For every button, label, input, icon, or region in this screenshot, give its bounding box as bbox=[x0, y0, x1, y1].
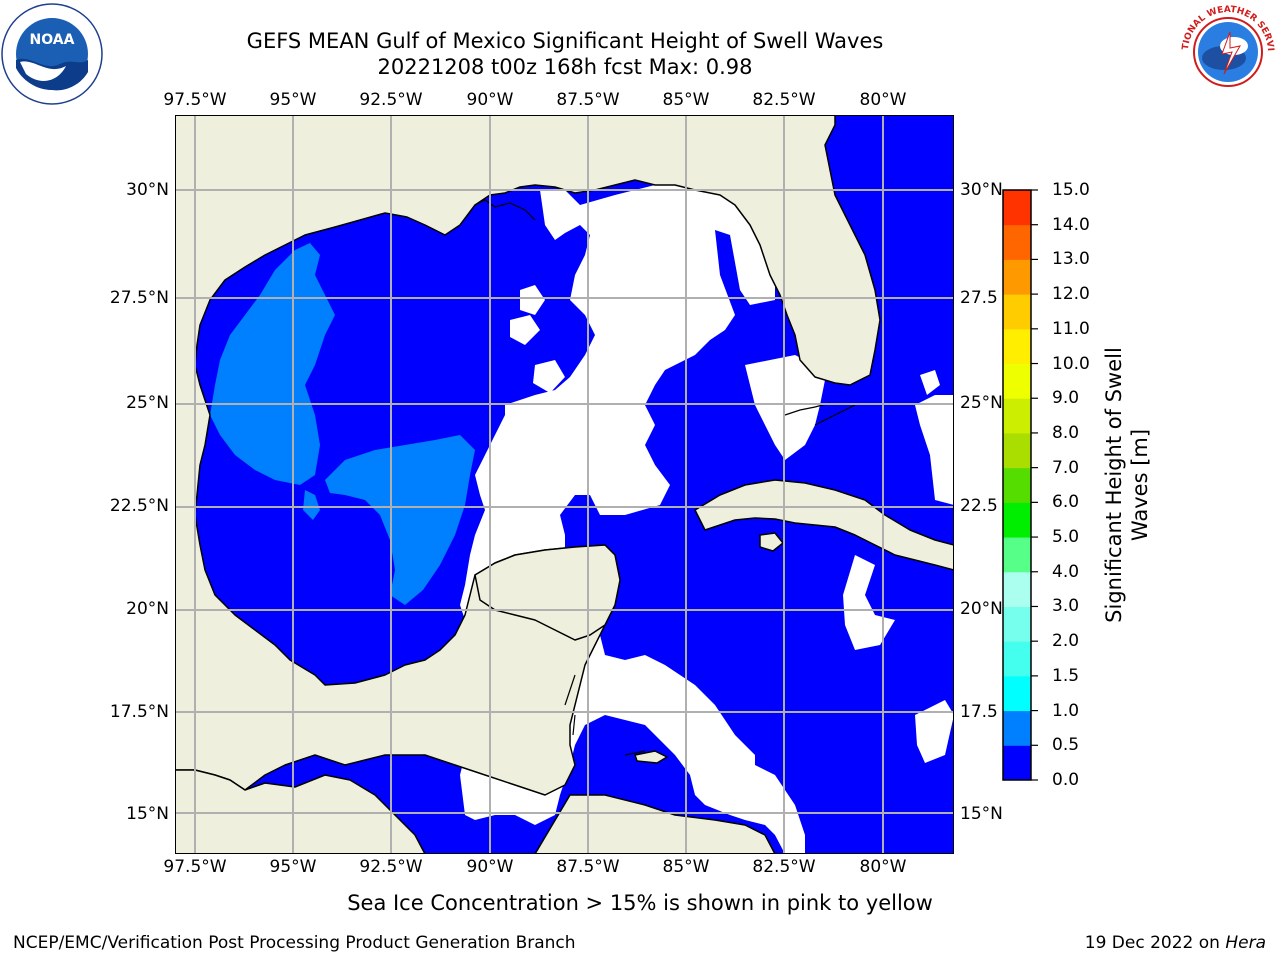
lon-label-bottom: 90°W bbox=[466, 857, 514, 877]
colorbar-segment bbox=[1003, 571, 1031, 607]
lat-label-left: 22.5°N bbox=[109, 496, 169, 516]
colorbar-tick-label: 9.0 bbox=[1052, 388, 1080, 409]
colorbar-segment bbox=[1003, 502, 1031, 538]
noaa-logo: NOAA bbox=[0, 2, 104, 106]
land-areas bbox=[175, 115, 954, 854]
colorbar-tick-label: 14.0 bbox=[1052, 214, 1090, 235]
colorbar-title-line1: Significant Height of Swell bbox=[1102, 347, 1126, 623]
colorbar-tick-label: 10.0 bbox=[1052, 353, 1090, 374]
lat-label-left: 17.5°N bbox=[109, 702, 169, 722]
footer-host: Hera bbox=[1225, 933, 1266, 953]
colorbar-segment bbox=[1003, 328, 1031, 365]
map-title: GEFS MEAN Gulf of Mexico Significant Hei… bbox=[246, 29, 884, 53]
noaa-logo-text: NOAA bbox=[30, 32, 75, 48]
lat-label-right: 17.5 bbox=[960, 702, 998, 722]
colorbar-segment bbox=[1003, 224, 1031, 260]
colorbar-tick-label: 15.0 bbox=[1052, 180, 1090, 200]
nws-logo: NATIONAL WEATHER SERVICE bbox=[1174, 0, 1278, 102]
lon-label-bottom: 82.5°W bbox=[752, 857, 816, 877]
colorbar-tick-label: 1.0 bbox=[1052, 700, 1080, 721]
lon-label-bottom: 95°W bbox=[269, 857, 317, 877]
lat-label-right: 22.5 bbox=[960, 496, 998, 516]
colorbar-title: Significant Height of Swell Waves [m] bbox=[1101, 325, 1153, 645]
lat-label-left: 20°N bbox=[126, 599, 169, 619]
lon-label-bottom: 85°W bbox=[662, 857, 710, 877]
sea-ice-note: Sea Ice Concentration > 15% is shown in … bbox=[347, 891, 933, 915]
lon-label-bottom: 92.5°W bbox=[359, 857, 423, 877]
colorbar-segment bbox=[1003, 641, 1031, 677]
lat-label-left: 15°N bbox=[126, 804, 169, 824]
lon-label-top: 97.5°W bbox=[163, 90, 227, 110]
colorbar-tick-label: 5.0 bbox=[1052, 527, 1080, 548]
footer-branch: NCEP/EMC/Verification Post Processing Pr… bbox=[13, 933, 576, 953]
lat-label-right: 27.5 bbox=[960, 288, 998, 308]
colorbar-title-line2: Waves [m] bbox=[1128, 428, 1152, 542]
colorbar-tick-label: 13.0 bbox=[1052, 249, 1090, 270]
lat-label-right: 15°N bbox=[960, 804, 1003, 824]
colorbar-tick-label: 3.0 bbox=[1052, 596, 1080, 617]
colorbar-segment bbox=[1003, 710, 1031, 746]
colorbar-segment bbox=[1003, 294, 1031, 330]
lon-label-top: 92.5°W bbox=[359, 90, 423, 110]
colorbar-segment bbox=[1003, 398, 1031, 434]
colorbar-segment bbox=[1003, 432, 1031, 469]
lon-label-top: 95°W bbox=[269, 90, 317, 110]
colorbar-tick-label: 7.0 bbox=[1052, 457, 1080, 478]
lon-label-top: 90°W bbox=[466, 90, 514, 110]
colorbar-tick-label: 6.0 bbox=[1052, 492, 1080, 513]
colorbar-tick-label: 12.0 bbox=[1052, 284, 1090, 305]
lon-label-top: 87.5°W bbox=[556, 90, 620, 110]
lat-label-right: 25°N bbox=[960, 393, 1003, 413]
colorbar-tick-label: 0.5 bbox=[1052, 735, 1080, 756]
map-subtitle: 20221208 t00z 168h fcst Max: 0.98 bbox=[377, 55, 753, 79]
colorbar-frame bbox=[1002, 189, 1032, 781]
colorbar-segment bbox=[1003, 675, 1031, 712]
lat-label-left: 25°N bbox=[126, 393, 169, 413]
lon-label-top: 80°W bbox=[859, 90, 907, 110]
lon-label-bottom: 87.5°W bbox=[556, 857, 620, 877]
lat-label-left: 30°N bbox=[126, 180, 169, 200]
lat-label-right: 20°N bbox=[960, 599, 1003, 619]
colorbar-segment bbox=[1003, 467, 1031, 503]
lon-label-bottom: 97.5°W bbox=[163, 857, 227, 877]
colorbar-tick-label: 2.0 bbox=[1052, 631, 1080, 652]
colorbar-segment bbox=[1003, 363, 1031, 399]
colorbar bbox=[1002, 189, 1038, 781]
colorbar-tick-label: 8.0 bbox=[1052, 422, 1080, 443]
colorbar-segment bbox=[1003, 537, 1031, 573]
colorbar-tick-label: 11.0 bbox=[1052, 318, 1090, 339]
lat-label-right: 30°N bbox=[960, 180, 1003, 200]
colorbar-segment bbox=[1003, 259, 1031, 295]
footer-date-text: 19 Dec 2022 on bbox=[1084, 933, 1226, 953]
lat-label-left: 27.5°N bbox=[109, 288, 169, 308]
lon-label-top: 85°W bbox=[662, 90, 710, 110]
colorbar-tick-label: 0.0 bbox=[1052, 770, 1080, 790]
map-panel bbox=[175, 115, 954, 854]
colorbar-segment bbox=[1003, 606, 1031, 642]
lon-label-top: 82.5°W bbox=[752, 90, 816, 110]
footer-date: 19 Dec 2022 on Hera bbox=[1085, 933, 1266, 953]
colorbar-segment bbox=[1003, 190, 1031, 226]
grid-lines bbox=[175, 115, 954, 854]
lon-label-bottom: 80°W bbox=[859, 857, 907, 877]
colorbar-segment bbox=[1003, 745, 1031, 781]
colorbar-tick-label: 4.0 bbox=[1052, 561, 1080, 582]
colorbar-tick-label: 1.5 bbox=[1052, 665, 1080, 686]
